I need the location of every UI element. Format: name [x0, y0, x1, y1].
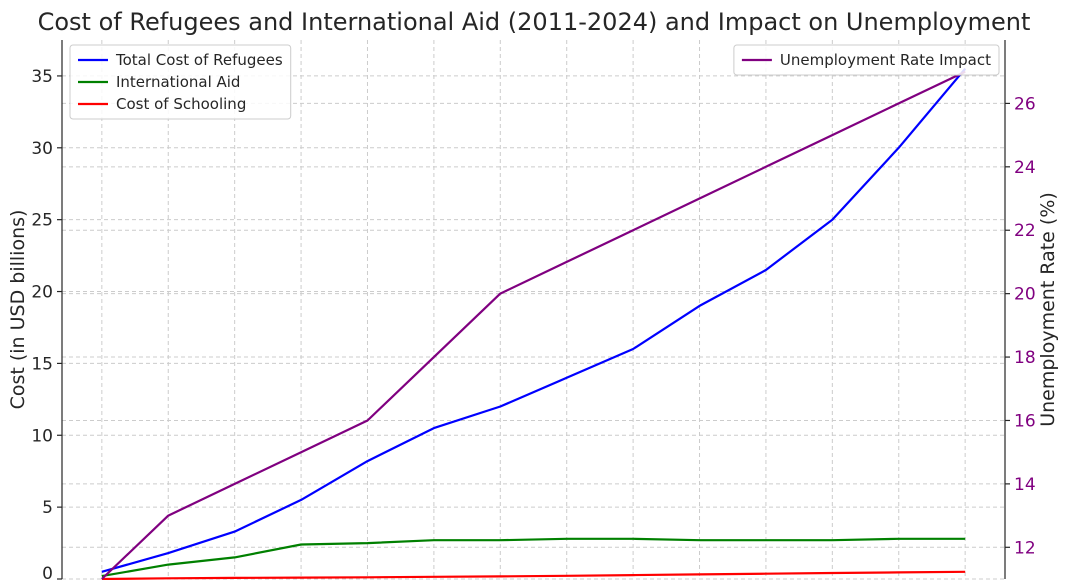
legend-box — [733, 44, 1000, 76]
right-tick-label: 26 — [1014, 94, 1036, 114]
legend-label: Unemployment Rate Impact — [780, 51, 991, 69]
right-axis-ticks: 12 14 16 18 20 22 24 26 — [1005, 94, 1036, 558]
left-tick-label: 35 — [31, 67, 53, 87]
series-lines — [101, 67, 967, 580]
legend-box — [69, 44, 292, 120]
left-tick-label: 0 — [42, 564, 53, 580]
series-line-0 — [101, 67, 967, 573]
right-tick-label: 24 — [1014, 158, 1036, 178]
legend-left: Total Cost of Refugees International Aid C… — [69, 44, 292, 120]
legend-label: Total Cost of Refugees — [115, 51, 283, 69]
series-line-1 — [101, 537, 966, 578]
axes — [61, 40, 1006, 579]
left-tick-label: 10 — [31, 426, 53, 446]
left-tick-label: 20 — [31, 283, 53, 303]
right-tick-label: 20 — [1014, 285, 1036, 305]
right-tick-label: 18 — [1014, 348, 1036, 368]
series-line-3 — [101, 70, 966, 580]
legend-label: Cost of Schooling — [116, 95, 246, 113]
left-axis-label: Cost (in USD billions) — [7, 210, 29, 410]
right-tick-label: 12 — [1014, 538, 1036, 558]
legend-right: Unemployment Rate Impact — [733, 44, 1000, 76]
legend-label: International Aid — [116, 73, 240, 91]
left-tick-label: 5 — [42, 498, 53, 518]
right-tick-label: 22 — [1014, 221, 1036, 241]
right-axis-label: Unemployment Rate (%) — [1037, 192, 1059, 427]
left-tick-label: 30 — [31, 139, 53, 159]
left-tick-label: 15 — [31, 354, 53, 374]
chart-title: Cost of Refugees and International Aid (… — [38, 8, 1031, 36]
right-tick-label: 16 — [1014, 411, 1036, 431]
left-tick-label: 25 — [31, 211, 53, 231]
right-tick-label: 14 — [1014, 475, 1036, 495]
left-axis-ticks: 0 5 10 15 20 25 30 35 — [31, 67, 62, 580]
series-line-2 — [101, 570, 966, 580]
